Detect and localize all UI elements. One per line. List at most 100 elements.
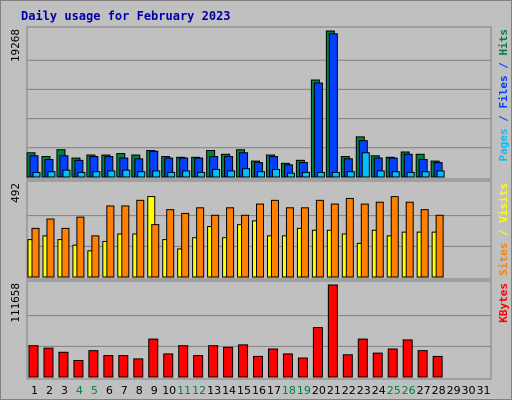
top-bar-pages-day-7: [122, 169, 131, 178]
side-label-part: Files: [497, 75, 510, 108]
mid-bar-sites-day-19: [300, 207, 309, 278]
day-label-3: 3: [61, 384, 68, 397]
mid-side-label: Sites / Visits: [497, 183, 510, 276]
bot-bar-kbytes-day-19: [297, 357, 308, 378]
bot-bar-kbytes-day-5: [88, 350, 99, 378]
day-label-26: 26: [402, 384, 416, 397]
bot-bar-kbytes-day-14: [223, 346, 234, 378]
top-bar-pages-day-22: [346, 171, 355, 178]
day-label-8: 8: [136, 384, 143, 397]
bot-bar-kbytes-day-24: [372, 352, 383, 378]
mid-bar-sites-day-6: [106, 205, 115, 278]
top-ymax-label: 19268: [9, 29, 22, 62]
top-bar-pages-day-1: [32, 171, 41, 178]
day-label-31: 31: [477, 384, 491, 397]
top-bar-pages-day-8: [137, 171, 146, 178]
mid-bar-sites-day-3: [61, 227, 70, 278]
bot-bar-kbytes-day-9: [148, 338, 159, 378]
day-label-6: 6: [106, 384, 113, 397]
mid-bar-sites-day-21: [330, 203, 339, 278]
mid-bar-sites-day-13: [211, 214, 220, 278]
side-label-part: /: [497, 56, 510, 76]
side-label-part: Hits: [497, 29, 510, 56]
day-label-2: 2: [46, 384, 53, 397]
top-bar-pages-day-9: [152, 170, 161, 178]
mid-bar-sites-day-25: [390, 196, 399, 278]
day-label-13: 13: [207, 384, 221, 397]
day-label-27: 27: [417, 384, 431, 397]
bot-bar-kbytes-day-28: [432, 355, 443, 378]
day-label-4: 4: [76, 384, 83, 397]
mid-bar-sites-day-24: [375, 201, 384, 278]
top-plot-area: [26, 26, 492, 180]
day-label-16: 16: [252, 384, 266, 397]
day-label-11: 11: [177, 384, 191, 397]
bot-bar-kbytes-day-27: [417, 350, 428, 378]
mid-bar-sites-day-12: [196, 207, 205, 278]
top-bar-pages-day-18: [286, 172, 295, 178]
mid-bar-sites-day-20: [315, 199, 324, 278]
mid-bar-sites-day-4: [76, 216, 85, 278]
day-label-21: 21: [327, 384, 341, 397]
top-bar-pages-day-24: [376, 170, 385, 178]
mid-ymax-label: 492: [9, 183, 22, 203]
bot-bar-kbytes-day-25: [387, 348, 398, 378]
side-label-part: Pages: [497, 128, 510, 161]
day-label-23: 23: [357, 384, 371, 397]
mid-bar-sites-day-27: [420, 209, 429, 278]
mid-bar-sites-day-23: [360, 203, 369, 278]
mid-bar-sites-day-26: [405, 201, 414, 278]
bot-bar-kbytes-day-17: [267, 348, 278, 378]
chart-title: Daily usage for February 2023: [21, 9, 231, 23]
top-bar-pages-day-6: [107, 170, 116, 178]
day-label-7: 7: [121, 384, 128, 397]
day-label-17: 17: [267, 384, 281, 397]
day-label-20: 20: [312, 384, 326, 397]
side-label-part: Sites: [497, 243, 510, 276]
bot-bar-kbytes-day-26: [402, 339, 413, 378]
mid-bar-sites-day-7: [121, 205, 130, 278]
mid-bar-sites-day-15: [241, 214, 250, 278]
day-label-18: 18: [282, 384, 296, 397]
top-bar-pages-day-19: [301, 171, 310, 178]
day-label-1: 1: [31, 384, 38, 397]
day-label-14: 14: [222, 384, 236, 397]
bot-ymax-label: 111658: [9, 283, 22, 323]
top-bar-pages-day-13: [212, 168, 221, 178]
mid-bar-sites-day-11: [181, 212, 190, 278]
mid-bar-sites-day-28: [435, 214, 444, 278]
top-bar-pages-day-26: [406, 171, 415, 178]
bot-bar-kbytes-day-20: [312, 327, 323, 378]
side-label-part: /: [497, 223, 510, 243]
bot-bar-kbytes-day-21: [327, 284, 338, 378]
day-label-15: 15: [237, 384, 251, 397]
top-bar-pages-day-11: [182, 170, 191, 178]
day-label-9: 9: [151, 384, 158, 397]
bot-bar-kbytes-day-4: [73, 360, 84, 378]
top-bar-pages-day-15: [242, 168, 251, 178]
top-bar-pages-day-27: [421, 171, 430, 178]
top-bar-pages-day-10: [167, 171, 176, 178]
top-bar-pages-day-3: [62, 169, 71, 178]
bot-bar-kbytes-day-15: [238, 344, 249, 378]
bot-bar-kbytes-day-10: [163, 353, 174, 378]
top-bar-pages-day-2: [47, 171, 56, 178]
top-bar-pages-day-23: [361, 152, 370, 178]
mid-bar-sites-day-22: [345, 197, 354, 278]
mid-bar-sites-day-1: [31, 227, 40, 278]
day-label-19: 19: [297, 384, 311, 397]
bot-side-label: KBytes: [497, 283, 510, 323]
top-bar-pages-day-5: [92, 171, 101, 178]
bot-panel: 111658 KBytes: [9, 280, 510, 380]
top-bar-pages-day-25: [391, 171, 400, 178]
top-bar-pages-day-20: [316, 171, 325, 178]
bot-bar-kbytes-day-11: [178, 345, 189, 378]
top-bar-pages-day-16: [257, 171, 266, 178]
top-bar-pages-day-4: [77, 171, 86, 178]
top-panel: 19268 Pages / Files / Hits: [9, 26, 510, 180]
side-label-part: /: [497, 109, 510, 129]
top-bar-files-day-20: [313, 82, 323, 178]
day-label-30: 30: [462, 384, 476, 397]
